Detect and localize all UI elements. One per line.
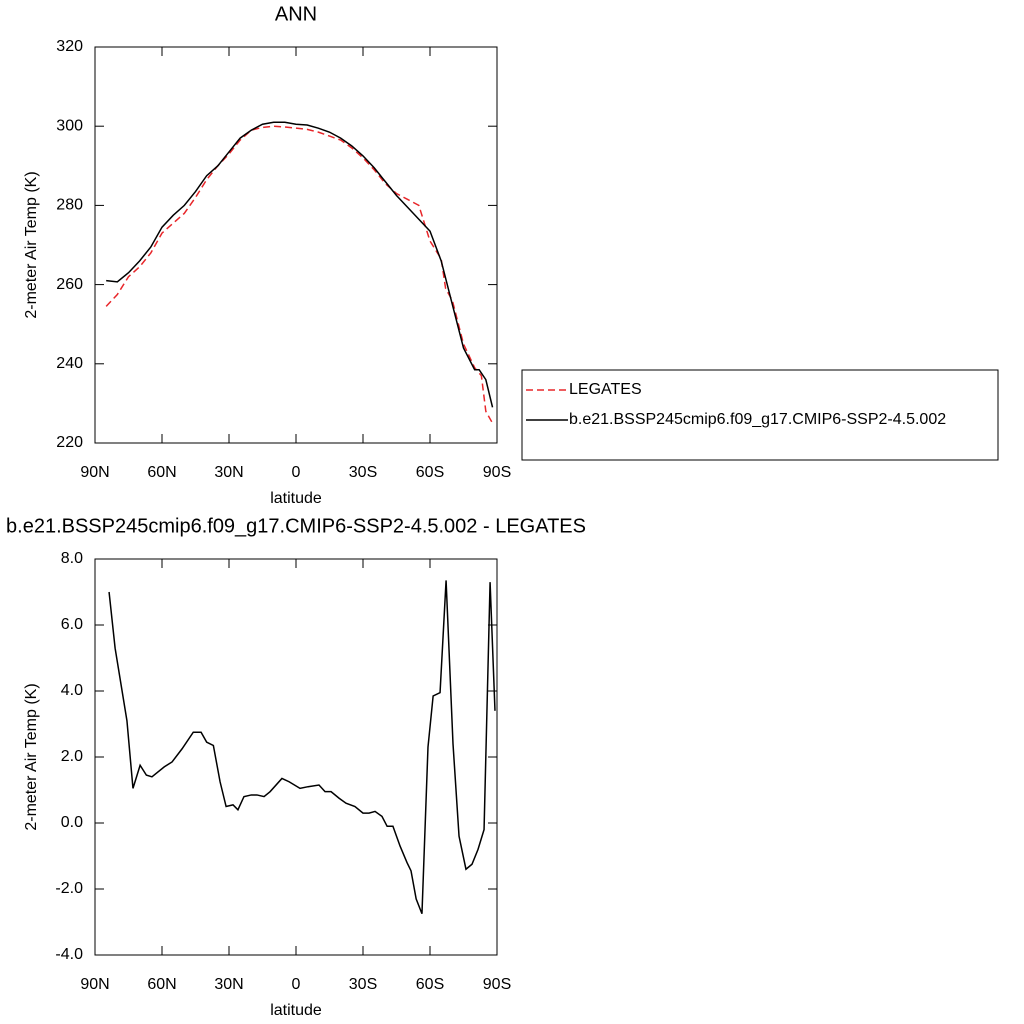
x-axis-label: latitude bbox=[270, 490, 322, 507]
y-tick-label: 2.0 bbox=[61, 748, 83, 765]
y-tick-label: 220 bbox=[56, 434, 83, 451]
x-tick-label: 30N bbox=[214, 464, 243, 481]
data-line bbox=[106, 121, 494, 408]
data-line bbox=[105, 125, 494, 424]
y-tick-label: 260 bbox=[56, 276, 83, 293]
x-axis-label: latitude bbox=[270, 1002, 322, 1019]
x-tick-label: 90N bbox=[80, 464, 109, 481]
chart-title: ANN bbox=[275, 3, 317, 25]
legend-label: LEGATES bbox=[569, 381, 642, 398]
y-tick-label: 240 bbox=[56, 355, 83, 372]
y-tick-label: 4.0 bbox=[61, 682, 83, 699]
legend-label: b.e21.BSSP245cmip6.f09_g17.CMIP6-SSP2-4.… bbox=[569, 411, 946, 428]
x-tick-label: 30S bbox=[349, 976, 377, 993]
x-tick-label: 90S bbox=[483, 464, 511, 481]
x-tick-label: 60S bbox=[416, 976, 444, 993]
chart-title: b.e21.BSSP245cmip6.f09_g17.CMIP6-SSP2-4.… bbox=[6, 515, 586, 537]
data-line bbox=[108, 580, 496, 915]
x-tick-label: 30N bbox=[214, 976, 243, 993]
x-tick-label: 90S bbox=[483, 976, 511, 993]
y-tick-label: -4.0 bbox=[55, 946, 83, 963]
y-tick-label: 8.0 bbox=[61, 550, 83, 567]
y-tick-label: 280 bbox=[56, 197, 83, 214]
y-tick-label: -2.0 bbox=[55, 880, 83, 897]
plot-frame bbox=[94, 558, 498, 956]
x-tick-label: 60N bbox=[147, 976, 176, 993]
x-tick-label: 60N bbox=[147, 464, 176, 481]
legend-box bbox=[521, 369, 999, 461]
y-axis-label: 2-meter Air Temp (K) bbox=[23, 683, 40, 830]
x-tick-label: 0 bbox=[292, 464, 301, 481]
y-tick-label: 6.0 bbox=[61, 616, 83, 633]
y-axis-label: 2-meter Air Temp (K) bbox=[23, 171, 40, 318]
x-tick-label: 0 bbox=[292, 976, 301, 993]
y-tick-label: 320 bbox=[56, 38, 83, 55]
y-tick-label: 0.0 bbox=[61, 814, 83, 831]
x-tick-label: 60S bbox=[416, 464, 444, 481]
x-tick-label: 90N bbox=[80, 976, 109, 993]
y-tick-label: 300 bbox=[56, 117, 83, 134]
x-tick-label: 30S bbox=[349, 464, 377, 481]
